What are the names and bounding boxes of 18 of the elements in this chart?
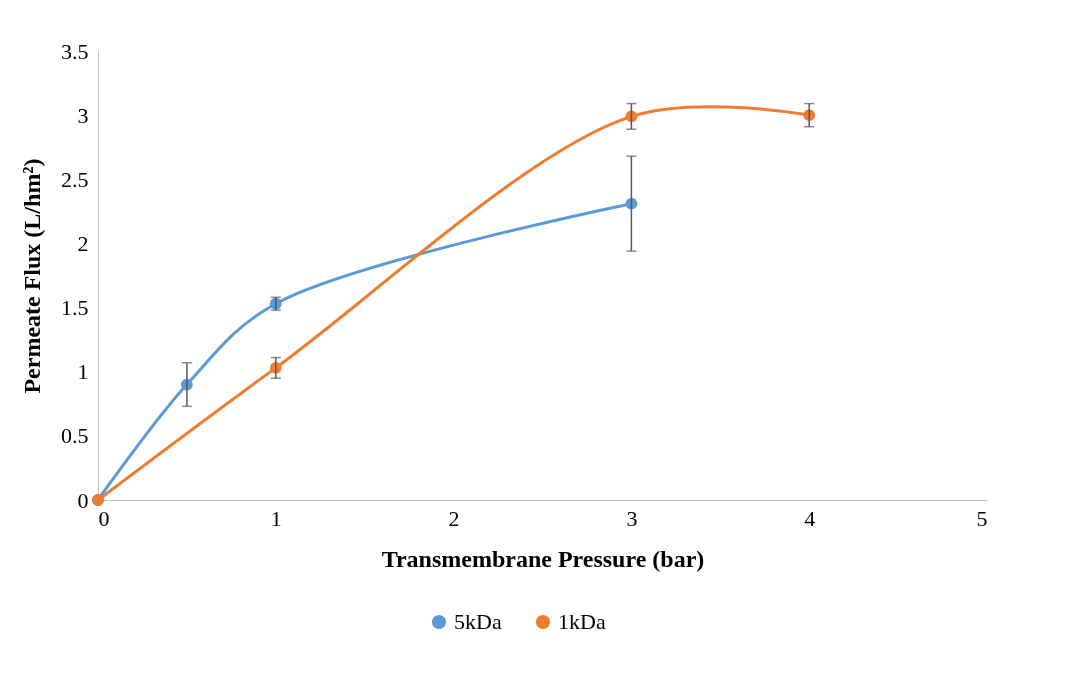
y-tick-label: 2 xyxy=(77,230,89,256)
y-tick-label: 3.5 xyxy=(61,38,89,64)
y-tick-label: 1 xyxy=(77,359,89,385)
y-tick-label: 2.5 xyxy=(61,166,89,192)
x-tick-label: 3 xyxy=(626,505,638,531)
x-tick-label: 5 xyxy=(976,505,988,531)
x-tick-label: 1 xyxy=(270,505,282,531)
y-tick-label: 1.5 xyxy=(61,295,89,321)
y-tick-label: 0 xyxy=(77,487,89,513)
x-tick-label: 2 xyxy=(448,505,460,531)
x-tick-label: 0 xyxy=(98,505,110,531)
y-tick-label: 3 xyxy=(77,102,89,128)
x-axis-title: Transmembrane Pressure (bar) xyxy=(381,545,705,572)
x-tick-label: 4 xyxy=(804,505,816,531)
legend-label: 1kDa xyxy=(558,609,606,634)
legend-label: 5kDa xyxy=(454,609,502,634)
y-axis-title: Permeate Flux (L/hm²) xyxy=(19,158,45,394)
y-tick-label: 0.5 xyxy=(61,423,89,449)
